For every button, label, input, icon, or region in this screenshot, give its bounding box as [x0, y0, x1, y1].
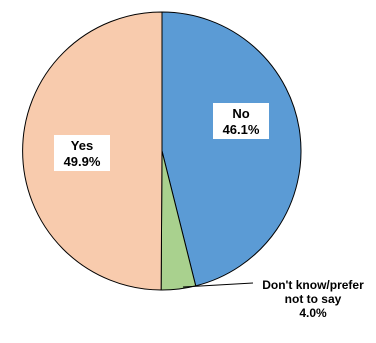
slice-category-yes: Yes: [71, 138, 93, 153]
slice-value-yes: 49.9%: [64, 154, 101, 169]
slice-value-dont-know: 4.0%: [299, 306, 327, 320]
slice-label-dont-know: Don't know/prefer not to say 4.0%: [182, 278, 364, 320]
slice-category-dont-know-line2: not to say: [285, 292, 342, 306]
slice-category-no: No: [232, 106, 249, 121]
pie-slice-no: [161, 11, 302, 287]
slice-label-no: No 46.1%: [213, 103, 269, 139]
slice-category-dont-know-line1: Don't know/prefer: [262, 278, 364, 292]
slice-label-yes: Yes 49.9%: [54, 135, 110, 171]
slice-value-no: 46.1%: [223, 122, 260, 137]
leader-line: [182, 282, 254, 288]
